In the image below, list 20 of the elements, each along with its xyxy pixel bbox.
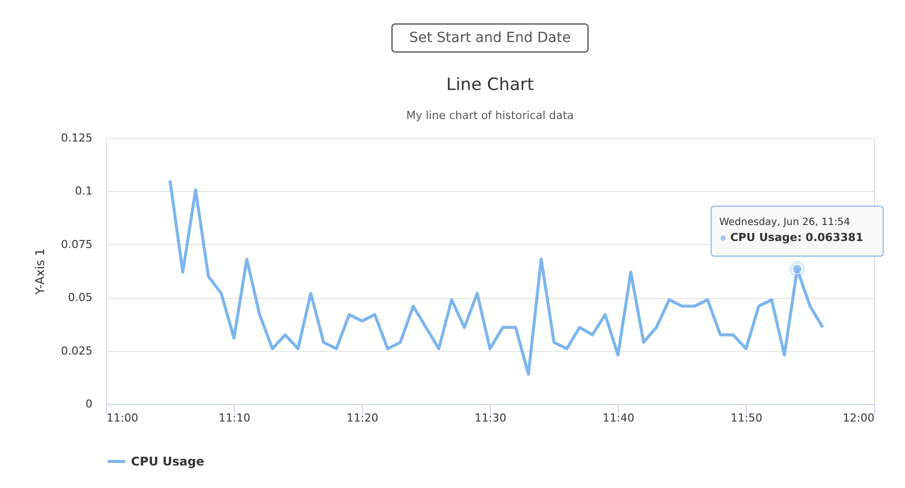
x-tick-label: 11:50 xyxy=(730,412,762,424)
annotation: Wednesday, Jun 26, 11:54 xyxy=(719,217,850,228)
y-tick-label: 0.05 xyxy=(68,291,92,304)
y-axis-title: Y-Axis 1 xyxy=(33,248,48,296)
y-tick-label: 0 xyxy=(86,398,92,410)
legend-label: CPU Usage xyxy=(131,454,204,468)
y-tick-label: 0.025 xyxy=(61,344,92,358)
x-tick-label: 11:10 xyxy=(218,412,250,424)
chart-subtitle: My line chart of historical data xyxy=(406,109,574,122)
y-tick-label: 0.1 xyxy=(75,184,92,198)
x-tick-label: 11:40 xyxy=(602,412,634,424)
text: Set Start and End Date xyxy=(409,30,571,46)
y-tick-label: 0.125 xyxy=(61,132,92,144)
x-tick-label: 12:00 xyxy=(842,412,874,424)
x-tick-label: 11:30 xyxy=(474,412,506,424)
x-tick-label: 11:00 xyxy=(106,412,138,424)
annotation: CPU Usage: 0.063381 xyxy=(730,231,864,244)
x-tick-label: 11:20 xyxy=(346,412,378,424)
chart-title: Line Chart xyxy=(446,75,534,95)
y-tick-label: 0.075 xyxy=(61,238,92,251)
